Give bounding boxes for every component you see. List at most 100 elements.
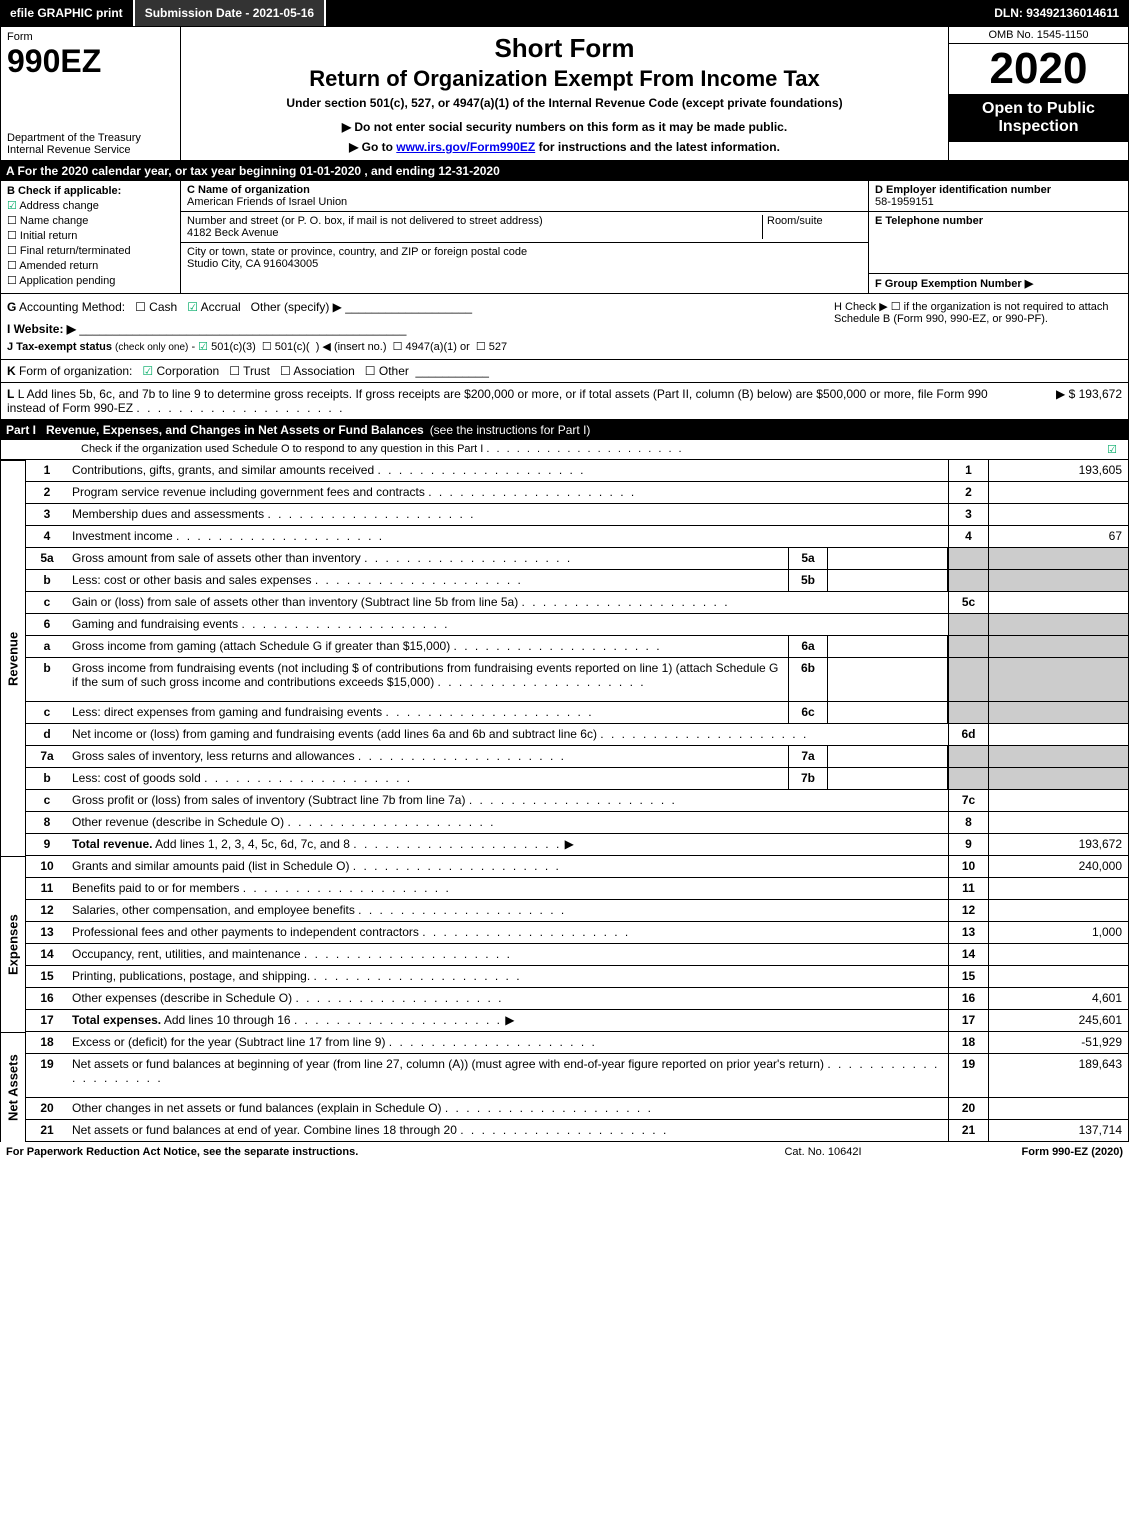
- right-num: 19: [948, 1054, 988, 1097]
- line-6: 6Gaming and fundraising events: [26, 614, 1128, 636]
- checkbox-initial-return[interactable]: ☐ Initial return: [7, 229, 174, 242]
- netassets-rows: 18Excess or (deficit) for the year (Subt…: [26, 1032, 1129, 1142]
- line-num: 16: [26, 988, 68, 1009]
- room-suite-label: Room/suite: [762, 215, 862, 239]
- line-15: 15Printing, publications, postage, and s…: [26, 966, 1128, 988]
- line-l-amount: ▶ $ 193,672: [1022, 387, 1122, 415]
- right-val: [988, 702, 1128, 723]
- right-num: 21: [948, 1120, 988, 1141]
- open-to-public: Open to Public Inspection: [949, 94, 1128, 142]
- right-val: [988, 504, 1128, 525]
- line-b: bGross income from fundraising events (n…: [26, 658, 1128, 702]
- line-3: 3Membership dues and assessments 3: [26, 504, 1128, 526]
- right-val: [988, 482, 1128, 503]
- right-val: 245,601: [988, 1010, 1128, 1031]
- line-num: 4: [26, 526, 68, 547]
- line-num: 11: [26, 878, 68, 899]
- col-def: D Employer identification number 58-1959…: [868, 181, 1128, 293]
- line-desc: Printing, publications, postage, and shi…: [68, 966, 948, 987]
- line-num: d: [26, 724, 68, 745]
- line-19: 19Net assets or fund balances at beginni…: [26, 1054, 1128, 1098]
- line-c: cGross profit or (loss) from sales of in…: [26, 790, 1128, 812]
- right-num: 13: [948, 922, 988, 943]
- right-num: [948, 768, 988, 789]
- checkbox-name-change[interactable]: ☐ Name change: [7, 214, 174, 227]
- line-2: 2Program service revenue including gover…: [26, 482, 1128, 504]
- revenue-section: Revenue 1Contributions, gifts, grants, a…: [0, 460, 1129, 856]
- line-num: c: [26, 592, 68, 613]
- goto-post: for instructions and the latest informat…: [535, 140, 780, 154]
- line-12: 12Salaries, other compensation, and empl…: [26, 900, 1128, 922]
- efile-print-button[interactable]: efile GRAPHIC print: [0, 0, 135, 26]
- line-20: 20Other changes in net assets or fund ba…: [26, 1098, 1128, 1120]
- line-num: 19: [26, 1054, 68, 1097]
- right-val: [988, 1098, 1128, 1119]
- line-h: H Check ▶ ☐ if the organization is not r…: [828, 294, 1128, 359]
- right-val: [988, 944, 1128, 965]
- right-val: 137,714: [988, 1120, 1128, 1141]
- right-val: [988, 658, 1128, 701]
- line-num: 17: [26, 1010, 68, 1031]
- irs-link[interactable]: www.irs.gov/Form990EZ: [396, 140, 535, 154]
- line-num: 3: [26, 504, 68, 525]
- line-l-gross-receipts: L L Add lines 5b, 6c, and 7b to line 9 t…: [0, 383, 1129, 420]
- mid-num: 5b: [788, 570, 828, 591]
- col-b-title: B Check if applicable:: [7, 185, 174, 197]
- line-num: b: [26, 768, 68, 789]
- ein-block: D Employer identification number 58-1959…: [869, 181, 1128, 212]
- line-desc: Grants and similar amounts paid (list in…: [68, 856, 948, 877]
- line-desc: Gain or (loss) from sale of assets other…: [68, 592, 948, 613]
- line-1: 1Contributions, gifts, grants, and simil…: [26, 460, 1128, 482]
- line-desc: Other expenses (describe in Schedule O): [68, 988, 948, 1009]
- group-exemption-block: F Group Exemption Number ▶: [869, 274, 1128, 293]
- city-label: City or town, state or province, country…: [187, 246, 527, 258]
- form-label: Form: [7, 31, 174, 43]
- line-5a: 5aGross amount from sale of assets other…: [26, 548, 1128, 570]
- right-num: [948, 702, 988, 723]
- line-desc: Total expenses. Add lines 10 through 16 …: [68, 1010, 948, 1031]
- line-desc: Gross amount from sale of assets other t…: [68, 548, 788, 569]
- group-exemption-label: F Group Exemption Number ▶: [875, 277, 1122, 290]
- line-num: 14: [26, 944, 68, 965]
- right-num: 3: [948, 504, 988, 525]
- city-row: City or town, state or province, country…: [181, 243, 868, 273]
- right-val: [988, 724, 1128, 745]
- line-num: c: [26, 790, 68, 811]
- line-9: 9Total revenue. Add lines 1, 2, 3, 4, 5c…: [26, 834, 1128, 856]
- right-num: 14: [948, 944, 988, 965]
- line-desc: Occupancy, rent, utilities, and maintena…: [68, 944, 948, 965]
- header-right: OMB No. 1545-1150 2020 Open to Public In…: [948, 27, 1128, 160]
- submission-date-button[interactable]: Submission Date - 2021-05-16: [135, 0, 326, 26]
- line-c: cLess: direct expenses from gaming and f…: [26, 702, 1128, 724]
- right-val: [988, 878, 1128, 899]
- checkbox-final-return-terminated[interactable]: ☐ Final return/terminated: [7, 244, 174, 257]
- topbar-spacer: [326, 0, 984, 26]
- line-num: b: [26, 658, 68, 701]
- checkbox-amended-return[interactable]: ☐ Amended return: [7, 259, 174, 272]
- org-name-row: C Name of organization American Friends …: [181, 181, 868, 212]
- line-c: cGain or (loss) from sale of assets othe…: [26, 592, 1128, 614]
- line-a-tax-year: A For the 2020 calendar year, or tax yea…: [0, 161, 1129, 181]
- part-1-note: (see the instructions for Part I): [430, 423, 1123, 437]
- line-desc: Membership dues and assessments: [68, 504, 948, 525]
- checkbox-address-change[interactable]: ☑ Address change: [7, 199, 174, 212]
- header-center: Short Form Return of Organization Exempt…: [181, 27, 948, 160]
- line-num: 9: [26, 834, 68, 855]
- mid-val: [828, 548, 948, 569]
- col-c-org-info: C Name of organization American Friends …: [181, 181, 868, 293]
- part-1-sub-check: ☑: [1102, 443, 1122, 456]
- line-num: 18: [26, 1032, 68, 1053]
- line-desc: Less: cost of goods sold: [68, 768, 788, 789]
- line-17: 17Total expenses. Add lines 10 through 1…: [26, 1010, 1128, 1032]
- block-bcdef: B Check if applicable: ☑ Address change ☐…: [0, 181, 1129, 294]
- netassets-sidebar: Net Assets: [0, 1032, 26, 1142]
- right-val: 189,643: [988, 1054, 1128, 1097]
- right-num: 12: [948, 900, 988, 921]
- line-b: bLess: cost or other basis and sales exp…: [26, 570, 1128, 592]
- right-num: [948, 746, 988, 767]
- right-val: [988, 768, 1128, 789]
- right-val: [988, 746, 1128, 767]
- right-val: 193,672: [988, 834, 1128, 855]
- part-1-title: Revenue, Expenses, and Changes in Net As…: [46, 423, 424, 437]
- checkbox-application-pending[interactable]: ☐ Application pending: [7, 274, 174, 287]
